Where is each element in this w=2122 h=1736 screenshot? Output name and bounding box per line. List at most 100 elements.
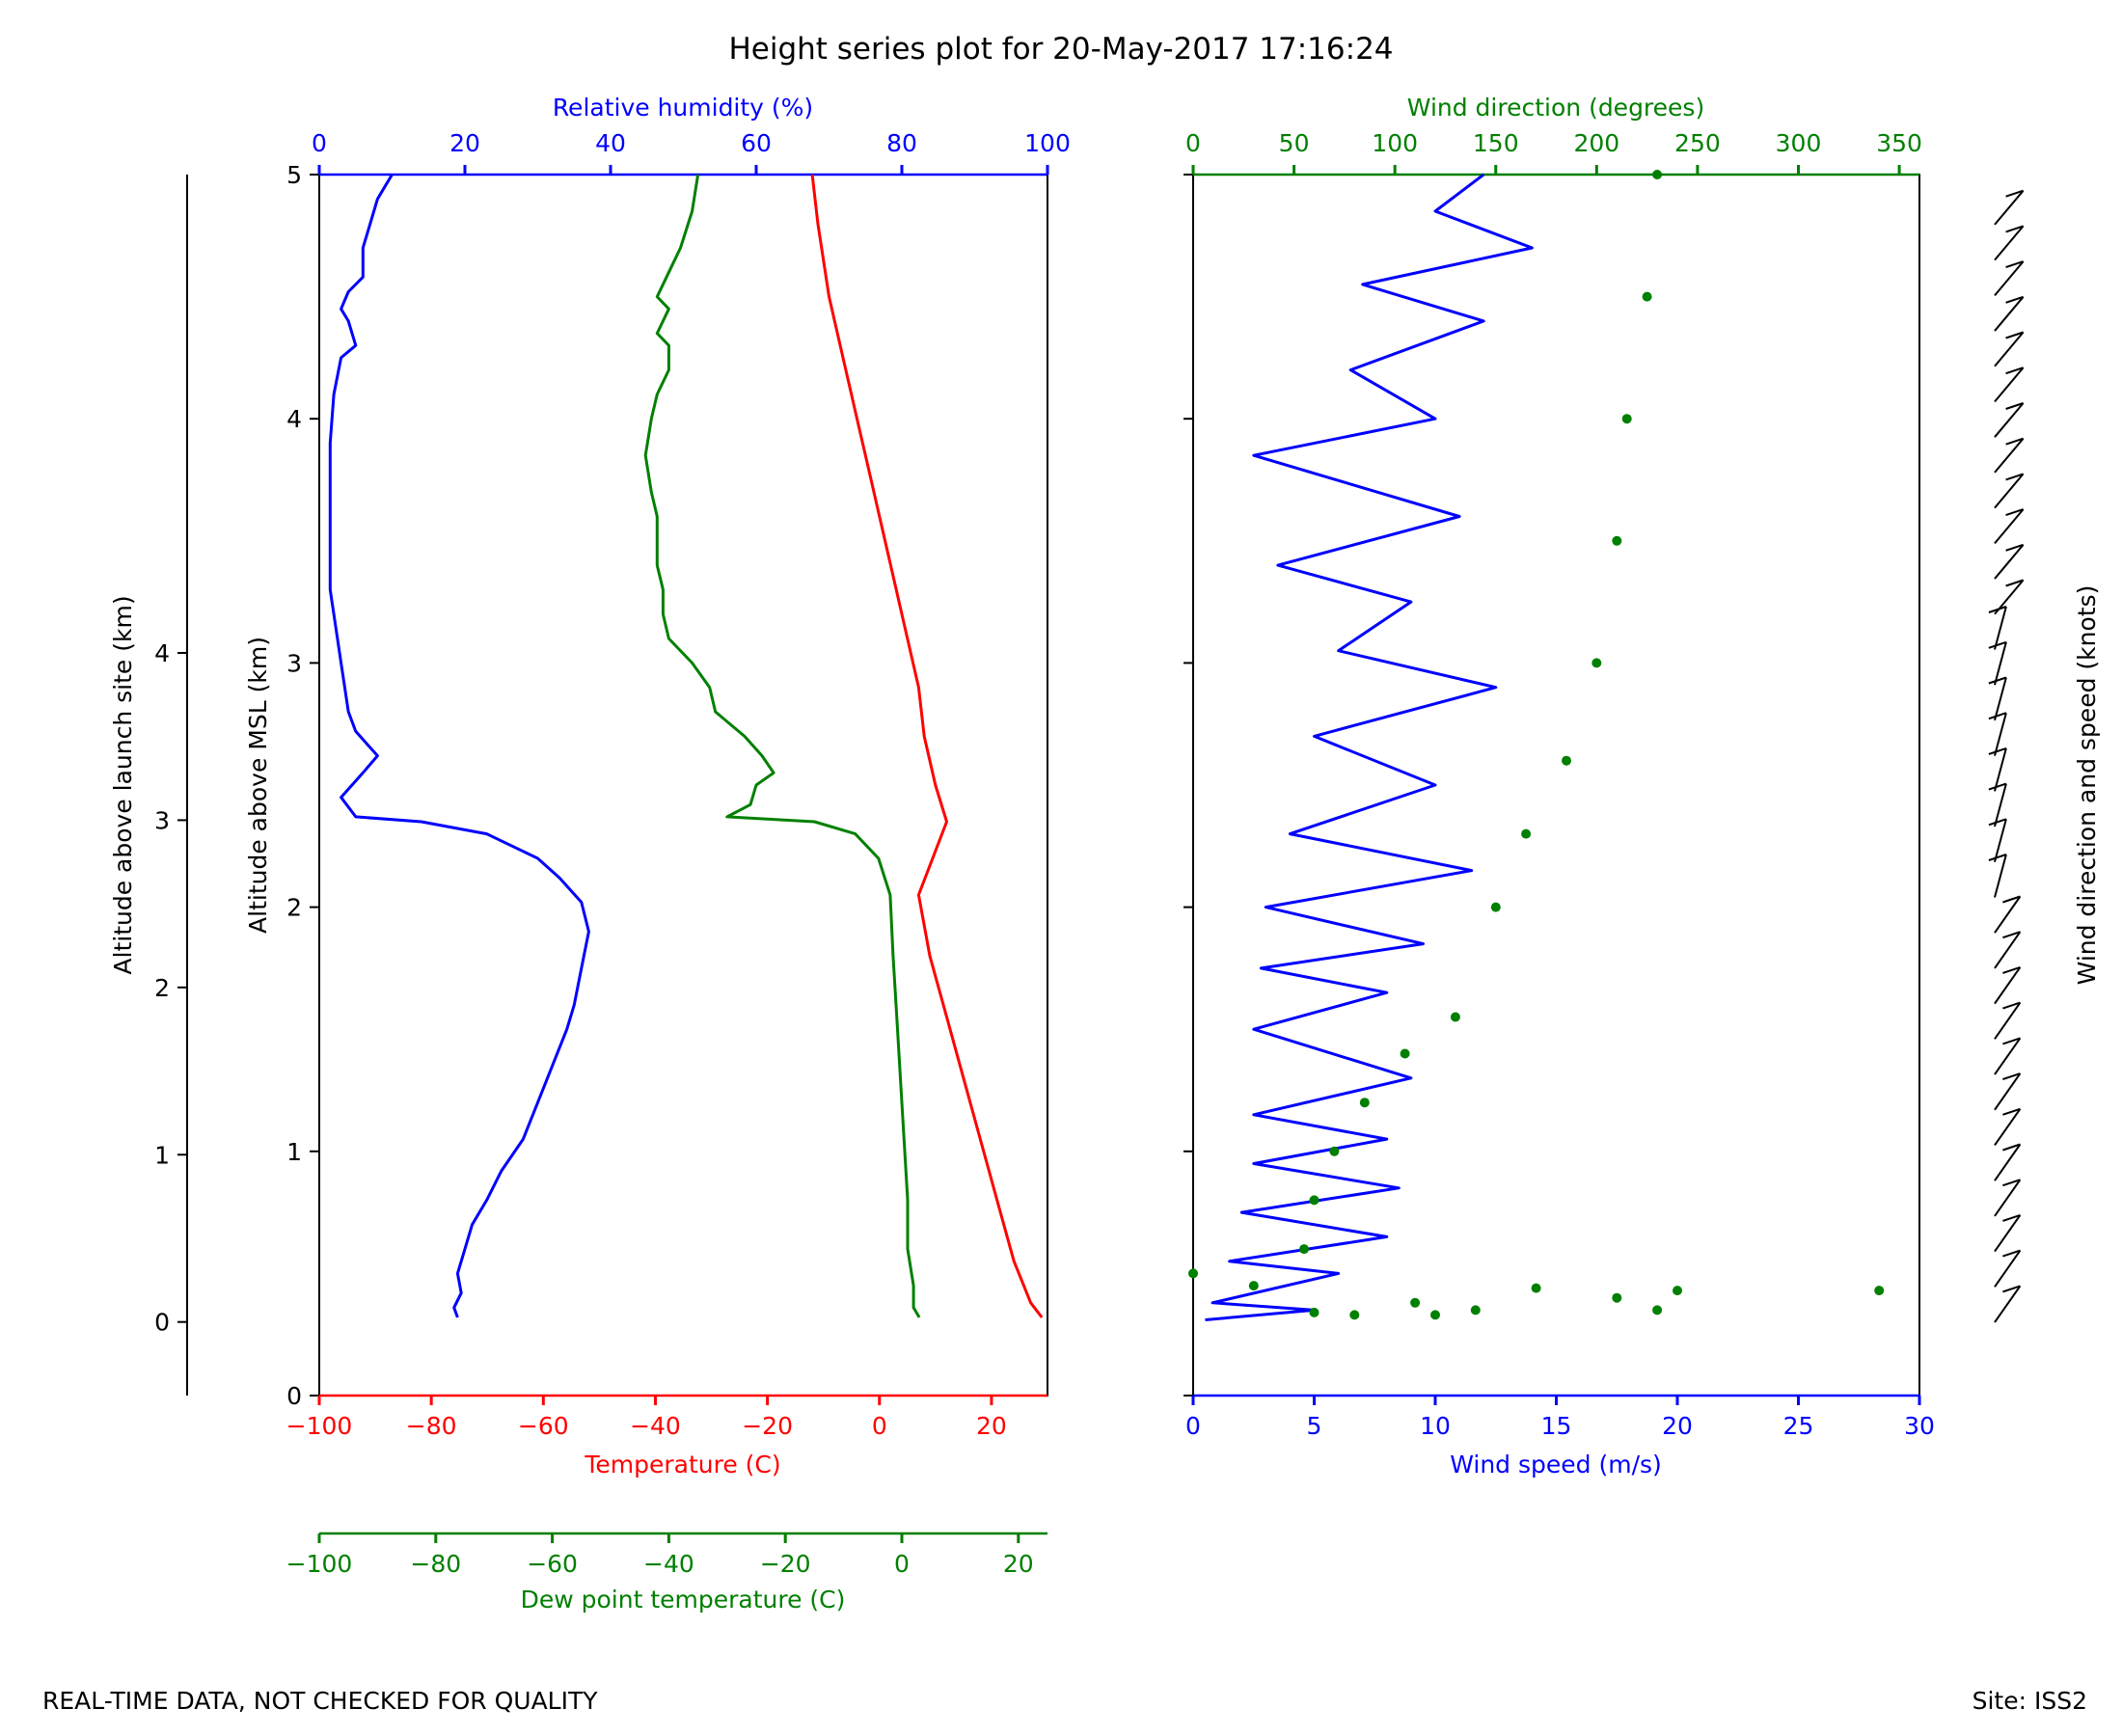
humidity-tick-label: 100: [1024, 129, 1071, 157]
dewpoint-tick-label: −60: [527, 1550, 578, 1578]
wind-direction-point: [1329, 1146, 1340, 1156]
wind-barb-staff: [1994, 544, 2025, 580]
wind-direction-point: [1359, 1098, 1370, 1108]
temperature-axis-label: Temperature (C): [584, 1451, 780, 1478]
wind-barb-flag: [2002, 1285, 2021, 1293]
msl-axis-label: Altitude above MSL (km): [244, 637, 272, 934]
launch-site-tick-label: 1: [154, 1141, 170, 1169]
temperature-tick-label: −20: [742, 1412, 793, 1440]
wind-direction-point: [1652, 1305, 1663, 1316]
wind-barb-flag: [2005, 508, 2024, 517]
wind-barb-staff: [1994, 931, 2022, 969]
wind-barb-staff: [1994, 1072, 2022, 1111]
wind-barb-flag: [2005, 295, 2024, 304]
wind-barb-staff: [1994, 1143, 2022, 1181]
wind-panel: 0 50 100 150 200 250 300 350 0 5 10 15 20 25 30 Wind d…: [1183, 94, 1935, 1478]
wind-direction-point: [1621, 414, 1632, 424]
wind-barb-staff: [1994, 677, 2007, 721]
humidity-tick-label: 0: [312, 129, 327, 157]
wind-barb-flag: [2002, 931, 2021, 939]
quality-note: REAL-TIME DATA, NOT CHECKED FOR QUALITY: [42, 1687, 598, 1715]
wind-barb-flag: [1988, 746, 2007, 755]
wind-barb-flag: [2005, 260, 2024, 269]
wind-barb-staff: [1994, 402, 2025, 438]
wind-barb-flag: [2002, 895, 2021, 904]
launch-site-tick-label: 0: [154, 1309, 170, 1337]
wind-barb-flag: [1988, 712, 2007, 720]
wind-direction-point: [1430, 1310, 1440, 1320]
wind-barb-staff: [1994, 366, 2025, 403]
humidity-tick-label: 20: [449, 129, 480, 157]
wind-barb-staff: [1994, 712, 2007, 756]
wind-barb-flag: [2002, 1001, 2021, 1010]
wind-direction-tick-label: 150: [1473, 129, 1519, 157]
wind-barb-staff: [1994, 1179, 2022, 1217]
temperature-tick-label: 0: [872, 1412, 887, 1440]
wind-speed-axis-label: Wind speed (m/s): [1450, 1451, 1662, 1478]
wind-direction-tick-label: 200: [1573, 129, 1619, 157]
wind-direction-point: [1531, 1283, 1541, 1293]
wind-barb-staff: [1994, 438, 2025, 474]
wind-barb-staff: [1994, 966, 2022, 1005]
wind-direction-point: [1562, 755, 1571, 766]
temperature-line: [810, 174, 1044, 1318]
wind-direction-point: [1652, 170, 1663, 179]
wind-barb-flag: [2005, 402, 2024, 410]
wind-barb-flag: [2005, 437, 2024, 446]
wind-direction-point: [1592, 658, 1602, 668]
wind-direction-point: [1450, 1012, 1460, 1022]
launch-site-tick-label: 2: [154, 974, 170, 1002]
wind-direction-tick-label: 50: [1279, 129, 1310, 157]
wind-direction-point: [1248, 1281, 1259, 1291]
wind-direction-tick-label: 0: [1185, 129, 1201, 157]
wind-direction-point: [1400, 1048, 1410, 1059]
wind-barb-flag: [2002, 965, 2021, 974]
wind-barb-staff: [1994, 260, 2025, 296]
wind-barb-staff: [1994, 1108, 2022, 1147]
wind-barb-flag: [2002, 1249, 2021, 1258]
launch-site-axis: 0 1 2 3 4 Altitude above launch site (km): [109, 175, 188, 1396]
wind-direction-axis-label: Wind direction (degrees): [1407, 94, 1704, 122]
dewpoint-tick-label: 20: [1003, 1550, 1034, 1578]
site-label: Site: ISS2: [1972, 1687, 2087, 1715]
wind-barbs-axis-label: Wind direction and speed (knots): [2073, 585, 2101, 986]
wind-direction-point: [1309, 1307, 1319, 1317]
temperature-tick-label: 20: [976, 1412, 1007, 1440]
msl-tick-label: 0: [286, 1382, 302, 1410]
humidity-line: [328, 174, 590, 1318]
wind-barb-flag: [2002, 1213, 2021, 1222]
msl-tick-label: 2: [286, 894, 302, 922]
wind-direction-point: [1470, 1305, 1481, 1316]
dewpoint-tick-label: −20: [760, 1550, 811, 1578]
wind-barb-staff: [1994, 473, 2025, 509]
dewpoint-line: [643, 174, 921, 1318]
wind-barb-staff: [1994, 783, 2007, 827]
chart-title: Height series plot for 20-May-2017 17:16…: [728, 32, 1393, 67]
wind-direction-point: [1521, 828, 1532, 839]
wind-direction-point: [1612, 1292, 1622, 1303]
wind-barb-flag: [2005, 543, 2024, 552]
temperature-tick-label: −80: [406, 1412, 457, 1440]
wind-barb-staff: [1994, 641, 2007, 686]
wind-barb-flag: [2005, 366, 2024, 375]
msl-tick-label: 1: [286, 1138, 302, 1166]
wind-barbs: Wind direction and speed (knots): [1988, 189, 2101, 1323]
msl-tick-label: 4: [286, 405, 302, 433]
wind-direction-point: [1309, 1195, 1319, 1206]
launch-site-tick-label: 3: [154, 806, 170, 834]
wind-direction-point: [1642, 291, 1652, 302]
launch-site-tick-label: 4: [154, 639, 170, 667]
wind-direction-point: [1874, 1286, 1885, 1296]
wind-direction-point: [1490, 902, 1501, 912]
humidity-tick-label: 80: [886, 129, 917, 157]
wind-barb-staff: [1994, 225, 2025, 261]
wind-speed-tick-label: 15: [1541, 1412, 1572, 1440]
wind-barb-staff: [1994, 1002, 2022, 1040]
temperature-tick-label: −40: [630, 1412, 681, 1440]
wind-barb-flag: [2002, 1072, 2021, 1081]
wind-speed-tick-label: 25: [1783, 1412, 1814, 1440]
temperature-tick-label: −60: [518, 1412, 569, 1440]
dewpoint-tick-label: −80: [410, 1550, 461, 1578]
